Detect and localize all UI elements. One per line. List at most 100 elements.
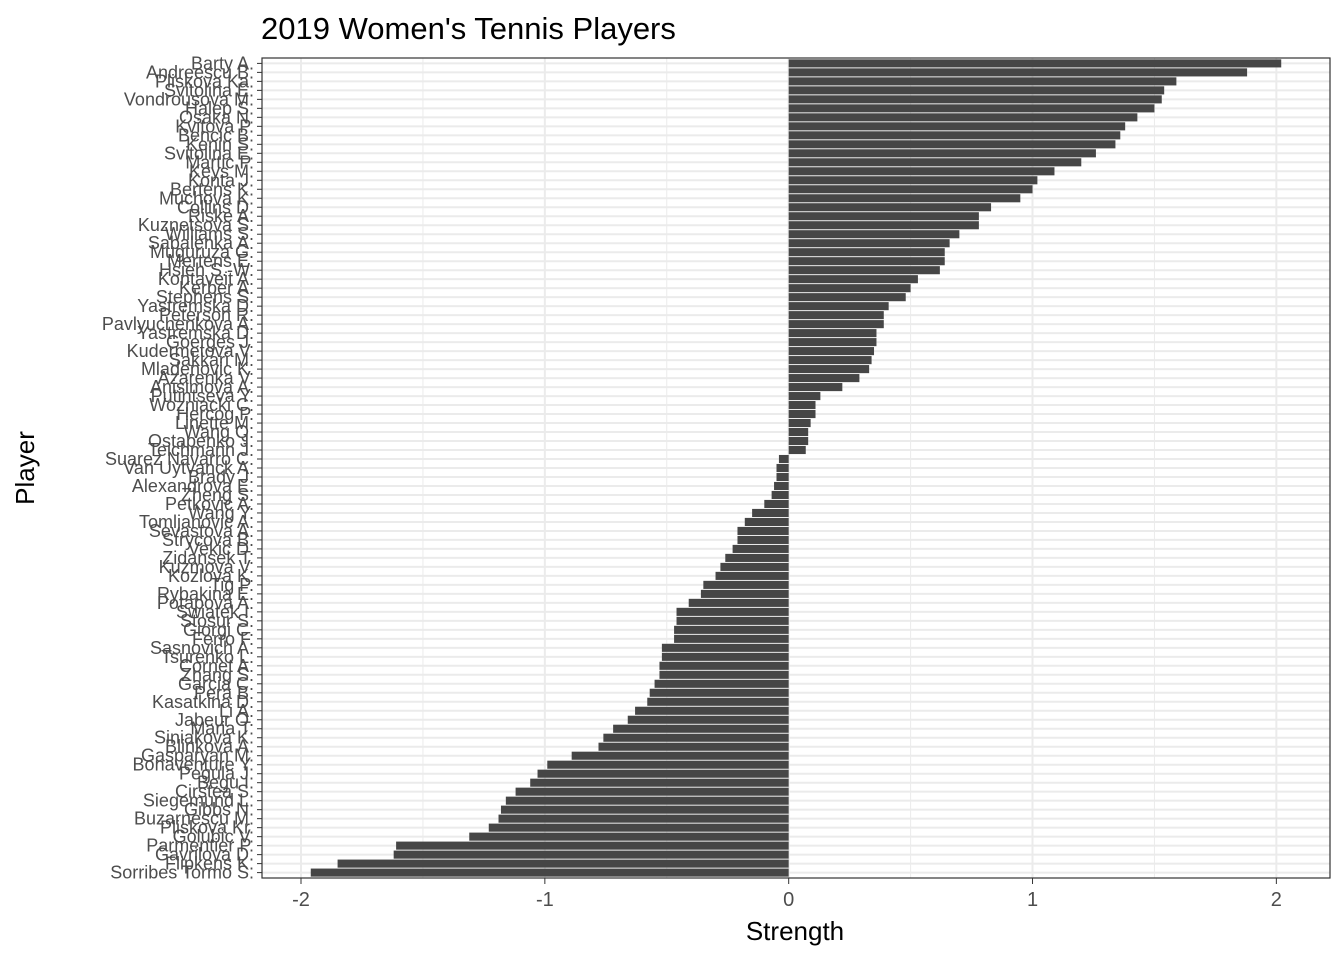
bar	[603, 733, 789, 742]
y-tick-label: Konta J.	[188, 170, 254, 190]
bar	[778, 454, 789, 464]
x-tick-label: 1	[1027, 889, 1038, 911]
x-axis-title: Strength	[746, 916, 844, 946]
bar	[732, 544, 789, 553]
y-tick-label: Cornet A.	[179, 656, 254, 676]
y-tick-label: Williams S.	[165, 224, 254, 244]
y-tick-label: Sevastova A.	[149, 521, 254, 541]
y-tick-label: Zhang S.	[181, 665, 254, 685]
y-tick-label: Ferro F.	[192, 629, 254, 649]
y-tick-label: Kontaveit A.	[158, 269, 254, 289]
bar	[627, 715, 789, 724]
bar	[788, 239, 950, 248]
y-tick-label: Putintseva Y.	[151, 386, 254, 406]
bar	[661, 652, 789, 661]
bar	[649, 688, 789, 697]
bar	[788, 338, 877, 347]
bar	[393, 850, 789, 859]
bar	[515, 787, 789, 796]
y-tick-label: Wozniacki C.	[149, 395, 254, 415]
y-tick-label: Collins D.	[177, 197, 254, 217]
y-tick-label: Wang Y.	[188, 503, 254, 523]
y-tick-label: Stephens S.	[156, 287, 254, 307]
bar	[776, 472, 789, 482]
bar	[537, 769, 789, 778]
bar	[788, 59, 1282, 68]
y-tick-label: Peterson R.	[159, 305, 254, 325]
y-tick-label: Kerber A.	[179, 278, 254, 298]
bar	[469, 832, 789, 841]
y-tick-label: Ostapenko J.	[148, 431, 254, 451]
y-tick-label: Tig P.	[210, 575, 254, 595]
y-tick-label: Flipkens K.	[165, 854, 254, 874]
bar	[788, 248, 945, 257]
bar	[725, 553, 789, 562]
y-tick-label: Zidansek T.	[162, 548, 254, 568]
y-axis-title: Player	[10, 431, 40, 505]
y-tick-label: Alexandrova E.	[132, 476, 254, 496]
x-tick-label: -1	[536, 889, 554, 911]
bar	[788, 445, 806, 455]
y-tick-label: Zheng S.	[181, 485, 254, 505]
bar	[788, 167, 1055, 176]
y-tick-label: Sorribes Tormo S.	[110, 863, 254, 883]
y-tick-label: Golubic V.	[173, 827, 254, 847]
y-tick-label: Gasparyan M.	[141, 746, 254, 766]
bar	[788, 68, 1248, 77]
y-axis-ticks: Barty A.Andreescu B.Pliskova Ka.Svitolin…	[102, 53, 262, 883]
y-tick-label: Gavrilova D.	[155, 845, 254, 865]
y-tick-label: Mertens E.	[167, 251, 254, 271]
bar	[788, 203, 992, 212]
y-tick-label: Suarez Navarro C.	[105, 449, 254, 469]
bar	[737, 526, 789, 535]
y-tick-label: Begu I.	[197, 773, 254, 793]
y-tick-label: Buzarnescu M.	[134, 809, 254, 829]
bar	[659, 670, 789, 679]
bar	[547, 760, 789, 769]
bar	[337, 859, 789, 868]
y-tick-label: Petkovic A.	[165, 494, 254, 514]
y-tick-label: Pera B.	[194, 683, 254, 703]
bar	[788, 383, 843, 392]
bar	[788, 221, 979, 230]
y-tick-label: Van Uytvanck A.	[123, 458, 254, 478]
y-tick-label: Keys M.	[189, 161, 254, 181]
bar	[788, 149, 1096, 158]
y-tick-label: Muguruza G.	[150, 242, 254, 262]
bar	[788, 257, 945, 266]
y-tick-label: Bertens K.	[170, 179, 254, 199]
y-tick-label: Muchova K.	[159, 188, 254, 208]
bar	[635, 706, 789, 715]
y-tick-label: Yastremska D.	[137, 323, 254, 343]
bar	[676, 607, 789, 616]
bar	[788, 140, 1116, 149]
bar	[788, 293, 906, 302]
y-tick-label: Vondrousova M.	[124, 89, 254, 109]
bar	[788, 284, 911, 293]
bar	[571, 751, 789, 760]
y-tick-label: Sabalenka A.	[148, 233, 254, 253]
bar	[530, 778, 789, 787]
bar	[788, 158, 1082, 167]
y-tick-label: Li A.	[219, 701, 254, 721]
bar	[396, 841, 789, 850]
y-tick-label: Potapova A.	[157, 593, 254, 613]
bar	[788, 122, 1126, 131]
y-tick-label: Kasatkina D.	[152, 692, 254, 712]
bar	[788, 427, 809, 437]
bar	[700, 589, 789, 598]
y-tick-label: Wang Q.	[184, 422, 254, 442]
y-tick-label: Bencic B.	[178, 125, 254, 145]
bar	[788, 131, 1121, 140]
y-tick-label: Martic P.	[185, 152, 254, 172]
y-tick-label: Hercog P.	[176, 404, 254, 424]
bar	[788, 194, 1021, 203]
y-tick-label: Anisimova A.	[150, 377, 254, 397]
bar	[676, 616, 789, 625]
bar	[744, 517, 789, 526]
y-tick-label: Giorgi C.	[183, 620, 254, 640]
bar	[788, 230, 960, 239]
y-tick-label: Tomljanovic A.	[139, 512, 254, 532]
bar	[737, 535, 789, 544]
